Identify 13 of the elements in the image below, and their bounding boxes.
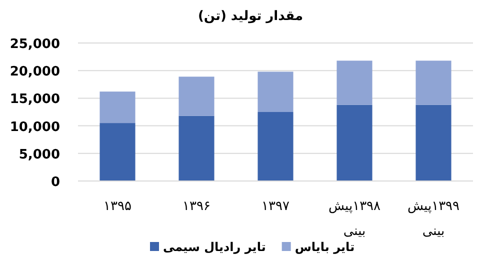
y-tick-label: 25,000 bbox=[10, 37, 60, 52]
x-tick-label: ۱۳۹۸پیش بینی bbox=[328, 199, 381, 239]
y-tick-label: 15,000 bbox=[10, 92, 60, 108]
y-tick-label: 10,000 bbox=[10, 120, 60, 135]
legend-label: تایر بایاس bbox=[294, 240, 355, 254]
x-tick-label: ۱۳۹۶ bbox=[182, 199, 210, 214]
y-tick-label: 0 bbox=[50, 175, 60, 190]
chart-title: مقدار تولید (تن) bbox=[198, 9, 304, 24]
y-tick-label: 5,000 bbox=[18, 147, 60, 162]
y-tick-label: 20,000 bbox=[10, 64, 60, 80]
x-tick-label: ۱۳۹۹پیش بینی bbox=[407, 199, 460, 239]
x-tick-label: ۱۳۹۵ bbox=[104, 199, 132, 214]
x-tick-label: ۱۳۹۷ bbox=[262, 199, 290, 214]
